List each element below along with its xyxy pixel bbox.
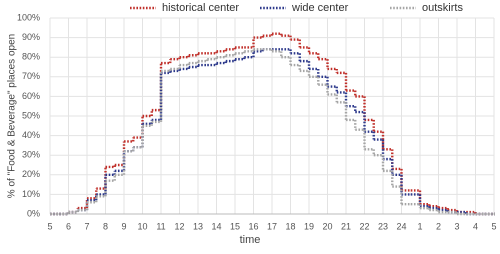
x-tick-label: 9 <box>121 221 126 231</box>
legend-label: outskirts <box>422 2 463 14</box>
y-tick-label: 20% <box>22 169 40 179</box>
x-tick-label: 20 <box>322 221 332 231</box>
x-tick-label: 15 <box>230 221 240 231</box>
legend-label: historical center <box>162 2 239 14</box>
x-tick-label: 14 <box>211 221 221 231</box>
y-tick-label: 70% <box>22 71 40 81</box>
y-tick-label: 50% <box>22 110 40 120</box>
x-tick-label: 21 <box>341 221 351 231</box>
x-tick-label: 24 <box>396 221 406 231</box>
y-axis-label: % of "Food & Beverage" places open <box>7 34 18 198</box>
legend-label: wide center <box>291 2 349 14</box>
x-tick-label: 2 <box>436 221 441 231</box>
y-tick-label: 60% <box>22 91 40 101</box>
x-tick-label: 16 <box>248 221 258 231</box>
x-tick-label: 19 <box>304 221 314 231</box>
x-axis-label: time <box>240 234 261 246</box>
x-tick-label: 11 <box>156 221 165 231</box>
y-tick-label: 0% <box>27 208 40 218</box>
x-tick-label: 5 <box>47 221 52 231</box>
y-tick-label: 30% <box>22 150 40 160</box>
x-tick-label: 13 <box>193 221 203 231</box>
x-tick-label: 1 <box>417 221 422 231</box>
x-tick-label: 8 <box>103 221 108 231</box>
x-tick-label: 6 <box>66 221 71 231</box>
x-tick-label: 17 <box>267 221 277 231</box>
y-tick-label: 40% <box>22 130 40 140</box>
y-tick-label: 90% <box>22 32 40 42</box>
y-tick-label: 10% <box>22 189 40 199</box>
x-tick-label: 10 <box>137 221 147 231</box>
x-tick-label: 4 <box>473 221 478 231</box>
x-tick-label: 3 <box>454 221 459 231</box>
x-tick-label: 7 <box>84 221 89 231</box>
x-tick-label: 23 <box>378 221 388 231</box>
x-tick-label: 5 <box>491 221 496 231</box>
x-tick-label: 22 <box>359 221 369 231</box>
y-tick-label: 80% <box>22 52 40 62</box>
x-tick-label: 18 <box>285 221 295 231</box>
y-tick-label: 100% <box>17 12 40 22</box>
x-tick-label: 12 <box>174 221 184 231</box>
